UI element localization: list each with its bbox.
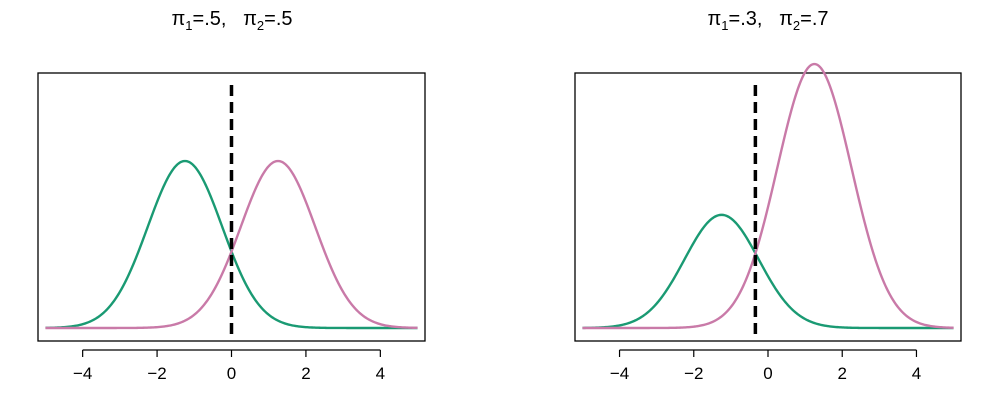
x-tick-label: 0 xyxy=(763,364,772,383)
pi1-symbol: π xyxy=(707,8,722,30)
pi2-value: =.5 xyxy=(264,8,293,30)
x-tick-label: 4 xyxy=(912,364,921,383)
x-tick-label: −2 xyxy=(147,364,166,383)
pi2-subscript: 2 xyxy=(792,18,801,33)
class1-density-curve xyxy=(582,213,954,330)
pi1-value: =.5, xyxy=(192,8,227,30)
class2-density-curve xyxy=(582,62,954,330)
x-tick-label: 2 xyxy=(837,364,846,383)
x-tick-label: −4 xyxy=(610,364,629,383)
pi2-symbol: π xyxy=(779,8,793,30)
x-tick-label: 0 xyxy=(227,364,236,383)
x-tick-label: 4 xyxy=(376,364,385,383)
x-tick-label: −4 xyxy=(73,364,92,383)
x-tick-label: 2 xyxy=(301,364,310,383)
pi2-subscript: 2 xyxy=(256,18,265,33)
plot-frame xyxy=(574,72,962,342)
pi2-symbol: π xyxy=(243,8,257,30)
x-tick-label: −2 xyxy=(684,364,703,383)
class2-density-curve xyxy=(45,159,418,330)
panel-title-right: π1=.3, π2=.7 xyxy=(618,8,918,33)
pi1-symbol: π xyxy=(171,8,186,30)
pi2-value: =.7 xyxy=(800,8,829,30)
pi1-subscript: 1 xyxy=(185,18,193,33)
pi1-value: =.3, xyxy=(728,8,763,30)
pi1-subscript: 1 xyxy=(721,18,729,33)
plot-frame xyxy=(37,72,426,342)
panel-title-left: π1=.5, π2=.5 xyxy=(82,8,382,33)
